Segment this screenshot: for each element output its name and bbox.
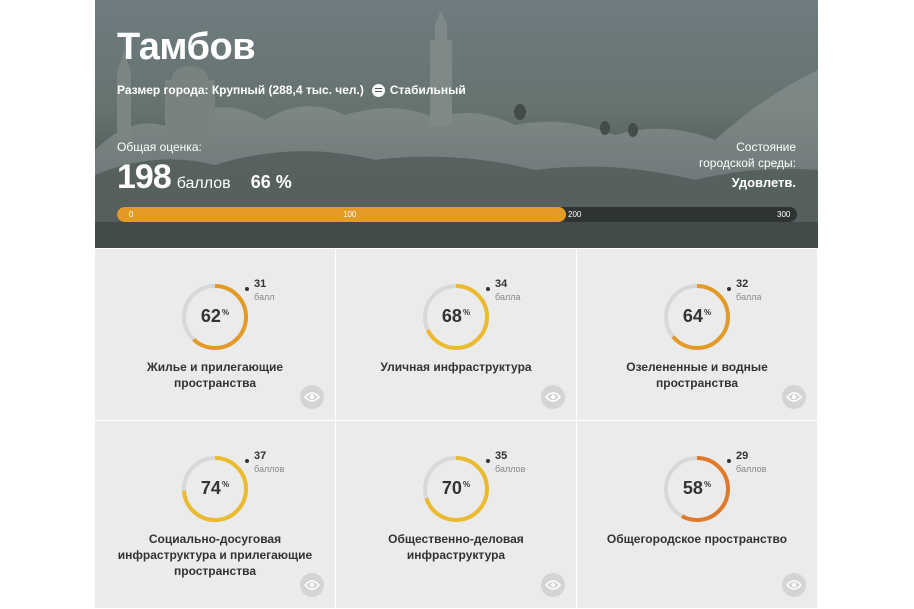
eye-icon[interactable]: [541, 385, 565, 409]
city-size-row: Размер города: Крупный (288,4 тыс. чел.)…: [117, 83, 466, 97]
state-label-line-2: городской среды:: [698, 156, 796, 170]
score-percent: 66 %: [250, 172, 292, 192]
points-dot: [727, 459, 731, 463]
points-dot: [486, 459, 490, 463]
gauge-fill: [182, 284, 248, 350]
tick-100: 100: [343, 210, 357, 219]
gauge-percent-value: 70: [441, 478, 462, 498]
category-title-line-2: инфраструктура и прилегающие: [117, 548, 313, 562]
category-title-line-1: Озелененные и водные: [626, 360, 768, 374]
percent-gauge: [182, 456, 248, 522]
points-dot: [245, 459, 249, 463]
percent-sign: %: [221, 480, 230, 489]
eye-icon[interactable]: [782, 573, 806, 597]
points-unit: балла: [736, 292, 762, 302]
percent-gauge: [423, 284, 489, 350]
category-card[interactable]: 70% 35 баллов Общественно-деловая инфраструк…: [336, 421, 577, 609]
gauge-percent: 70%: [421, 478, 491, 499]
category-title-line-1: Социально-досуговая: [148, 532, 282, 546]
city-skyline-photo: [95, 10, 818, 248]
tick-300: 300: [777, 210, 791, 219]
gauge-percent-value: 62: [200, 306, 221, 326]
points-dot: [245, 287, 249, 291]
score-value: 198: [117, 158, 172, 196]
score-progress-fill: [117, 207, 566, 222]
gauge-percent: 74%: [180, 478, 250, 499]
category-card[interactable]: 64% 32 балла Озелененные и водные пространст…: [577, 249, 818, 421]
overall-score: 198 баллов 66 %: [117, 158, 292, 197]
gauge-fill: [182, 456, 248, 522]
category-title-line-2: инфраструктура: [406, 548, 506, 562]
points-value: 37: [254, 450, 267, 462]
category-title-line-1: Общественно-деловая: [388, 532, 524, 546]
eye-icon[interactable]: [300, 573, 324, 597]
gauge-percent-value: 64: [682, 306, 703, 326]
points-unit: баллов: [736, 464, 767, 474]
percent-sign: %: [462, 480, 471, 489]
percent-gauge: [182, 284, 248, 350]
eye-icon[interactable]: [782, 385, 806, 409]
stable-trend-icon: [371, 83, 385, 97]
gauge-fill: [423, 456, 489, 522]
percent-sign: %: [462, 308, 471, 317]
points-dot: [486, 287, 490, 291]
score-unit: баллов: [176, 175, 231, 192]
gauge-fill: [664, 456, 730, 522]
points-value: 35: [495, 450, 508, 462]
points-value: 29: [736, 450, 749, 462]
city-rating-panel: Тамбов Размер города: Крупный (288,4 тыс…: [95, 0, 818, 609]
category-card[interactable]: 62% 31 балл Жилье и прилегающие пространства: [95, 249, 336, 421]
percent-gauge: [664, 284, 730, 350]
percent-gauge: [423, 456, 489, 522]
eye-icon[interactable]: [541, 573, 565, 597]
gauge-percent: 68%: [421, 306, 491, 327]
gauge-percent: 58%: [662, 478, 732, 499]
category-card[interactable]: 58% 29 баллов Общегородское пространство: [577, 421, 818, 609]
state-value: Удовлетв.: [731, 175, 796, 190]
city-size-text: Размер города: Крупный (288,4 тыс. чел.): [117, 83, 364, 97]
points-dot: [727, 287, 731, 291]
category-grid: 62% 31 балл Жилье и прилегающие пространства…: [95, 249, 818, 609]
environment-state: Состояние городской среды: Удовлетв.: [699, 139, 796, 191]
points-value: 34: [495, 278, 508, 290]
score-progress-bar: [117, 207, 797, 222]
percent-sign: %: [221, 308, 230, 317]
percent-gauge: [664, 456, 730, 522]
trend-text: Стабильный: [389, 83, 466, 97]
percent-sign: %: [703, 480, 712, 489]
gauge-percent-value: 74: [200, 478, 221, 498]
category-card[interactable]: 74% 37 баллов Социально-досуговая инфраструк…: [95, 421, 336, 609]
city-hero-banner: Тамбов Размер города: Крупный (288,4 тыс…: [95, 0, 818, 248]
points-value: 32: [736, 278, 749, 290]
points-unit: балла: [495, 292, 521, 302]
points-unit: баллов: [495, 464, 526, 474]
overall-score-label: Общая оценка:: [117, 140, 202, 154]
tick-0: 0: [129, 210, 134, 219]
category-title-line-1: Общегородское пространство: [606, 532, 788, 546]
gauge-percent: 62%: [180, 306, 250, 327]
category-title-line-1: Уличная инфраструктура: [380, 360, 532, 374]
city-name-heading: Тамбов: [117, 26, 256, 68]
category-title-line-3: пространства: [174, 564, 256, 578]
gauge-fill: [423, 284, 489, 350]
points-unit: балл: [254, 292, 275, 302]
gauge-percent-value: 68: [441, 306, 462, 326]
category-title-line-2: пространства: [656, 376, 738, 390]
points-value: 31: [254, 278, 267, 290]
state-label-line-1: Состояние: [736, 140, 796, 154]
category-title-line-2: пространства: [174, 376, 256, 390]
tick-200: 200: [568, 210, 582, 219]
points-unit: баллов: [254, 464, 285, 474]
gauge-fill: [664, 284, 730, 350]
percent-sign: %: [703, 308, 712, 317]
category-card[interactable]: 68% 34 балла Уличная инфраструктура: [336, 249, 577, 421]
eye-icon[interactable]: [300, 385, 324, 409]
category-title-line-1: Жилье и прилегающие: [146, 360, 284, 374]
gauge-percent: 64%: [662, 306, 732, 327]
gauge-percent-value: 58: [682, 478, 703, 498]
